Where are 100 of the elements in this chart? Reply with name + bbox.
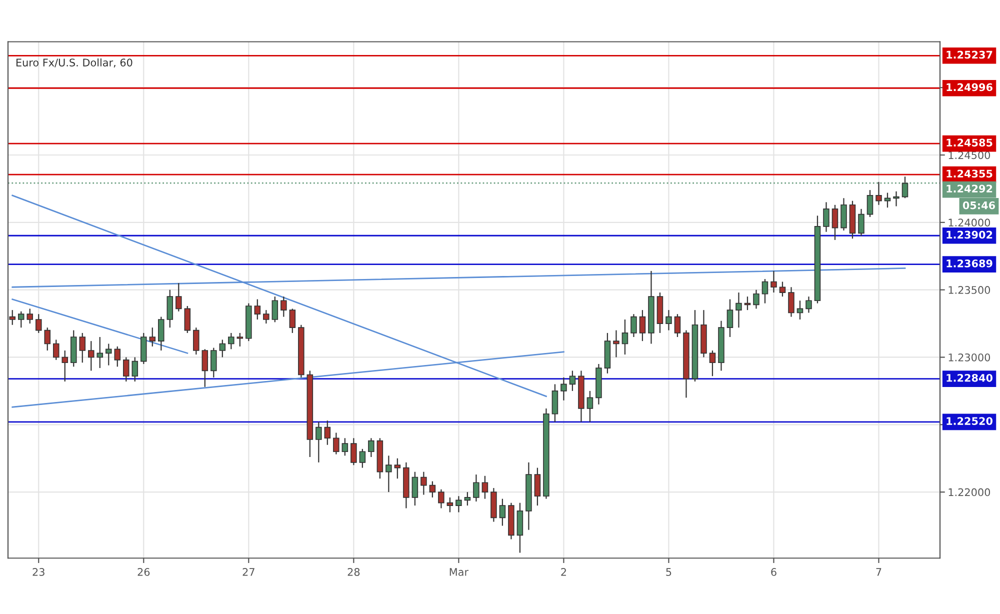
candlestick: [18, 310, 24, 328]
candlestick: [876, 181, 882, 206]
candlestick: [438, 488, 444, 509]
candlestick: [884, 192, 891, 208]
candlestick: [106, 343, 112, 366]
candlestick: [79, 332, 86, 364]
x-tick-label: 6: [771, 568, 776, 576]
candlestick: [289, 308, 296, 334]
candlestick: [88, 340, 94, 372]
candlestick: [228, 332, 234, 350]
candlestick: [44, 327, 51, 352]
x-tick-label: 2: [561, 568, 566, 576]
x-tick-label: 23: [32, 568, 44, 576]
text: Euro Fx/U.S. Dollar, 60: [16, 58, 132, 68]
candlestick: [560, 376, 567, 401]
ref-line-label: 1.23689: [946, 259, 992, 268]
candlestick: [210, 347, 217, 378]
candlestick: [726, 298, 734, 338]
candlestick: [123, 356, 130, 382]
candlestick: [420, 471, 427, 496]
ref-line-label: 1.24292: [946, 184, 992, 193]
candlestick: [53, 339, 60, 360]
y-tick-label: 1.22000: [948, 488, 990, 496]
candlestick: [350, 438, 357, 466]
candlestick: [806, 296, 812, 314]
y-tick-label: 1.24500: [948, 151, 990, 160]
candlestick: [709, 350, 716, 377]
candlestick: [114, 346, 121, 368]
candlestick: [158, 316, 164, 352]
candlestick: [796, 300, 804, 320]
candlestick: [456, 496, 462, 513]
candlestick: [586, 390, 594, 423]
candlestick: [622, 318, 628, 356]
candlestick: [666, 309, 672, 331]
candlestick: [184, 305, 191, 334]
text: 05:46: [962, 201, 995, 210]
candlestick: [9, 309, 16, 326]
candlestick: [674, 314, 681, 338]
candlestick: [552, 384, 558, 423]
candlestick: [866, 190, 874, 218]
candlestick: [316, 421, 322, 463]
y-tick-label: 1.23500: [948, 286, 990, 294]
y-tick-label: 1.23000: [948, 353, 990, 362]
ref-line-label: 1.24355: [946, 170, 992, 178]
candlestick: [202, 348, 208, 388]
candlestick: [823, 202, 830, 232]
candlestick: [254, 298, 261, 320]
candlestick: [272, 296, 278, 323]
x-tick-label: 26: [138, 568, 150, 576]
ref-line-label: 1.25237: [946, 50, 992, 59]
x-tick-label: 5: [666, 568, 672, 576]
candlestick: [219, 339, 226, 358]
candlestick: [263, 309, 270, 324]
ref-line-label: 1.22520: [946, 417, 992, 425]
candlestick: [193, 327, 200, 356]
candlestick: [779, 281, 786, 298]
candlestick: [35, 314, 42, 334]
candlestick: [464, 492, 471, 506]
candlestick: [132, 356, 138, 382]
candlestick: [762, 278, 768, 304]
candlestick: [96, 336, 104, 369]
candlestick: [446, 496, 454, 513]
candlestick: [613, 330, 620, 358]
x-tick-label: 27: [242, 568, 254, 576]
candlestick: [744, 296, 751, 311]
candlestick: [394, 458, 401, 480]
ref-line-label: 1.23902: [946, 230, 992, 239]
candlestick: [236, 332, 244, 348]
candlestick: [482, 475, 488, 500]
candlestick: [342, 438, 348, 456]
candlestick: [840, 198, 847, 232]
y-tick-label: 1.24000: [948, 218, 990, 227]
candlestick: [770, 270, 777, 294]
candlestick: [368, 438, 374, 458]
candlestick: [324, 420, 331, 446]
candlestick: [359, 448, 366, 468]
candlestick: [858, 208, 864, 236]
candlestick: [386, 455, 392, 493]
candlestick: [62, 350, 68, 382]
candlestick: [499, 498, 506, 526]
candlestick: [893, 190, 900, 207]
candlestick: [569, 370, 576, 392]
candlestick: [166, 289, 174, 328]
candlestick: [429, 480, 436, 498]
candlestick: [333, 432, 340, 455]
candlestick: [534, 467, 541, 506]
candlestick: [630, 314, 637, 338]
candlestick: [26, 308, 34, 324]
x-tick-label: 28: [348, 568, 360, 576]
candlestick: [639, 309, 646, 342]
candlestick: [736, 292, 742, 328]
candlestick: [149, 327, 156, 348]
ref-line-label: 1.24996: [946, 83, 992, 92]
candlestick: [280, 296, 287, 318]
candlestick: [832, 204, 838, 240]
candlestick: [176, 282, 182, 312]
ref-line-label: 1.24585: [946, 138, 992, 147]
candlestick: [473, 474, 480, 502]
x-tick-label: 7: [876, 568, 882, 576]
x-tick-label: Mar: [450, 568, 469, 576]
